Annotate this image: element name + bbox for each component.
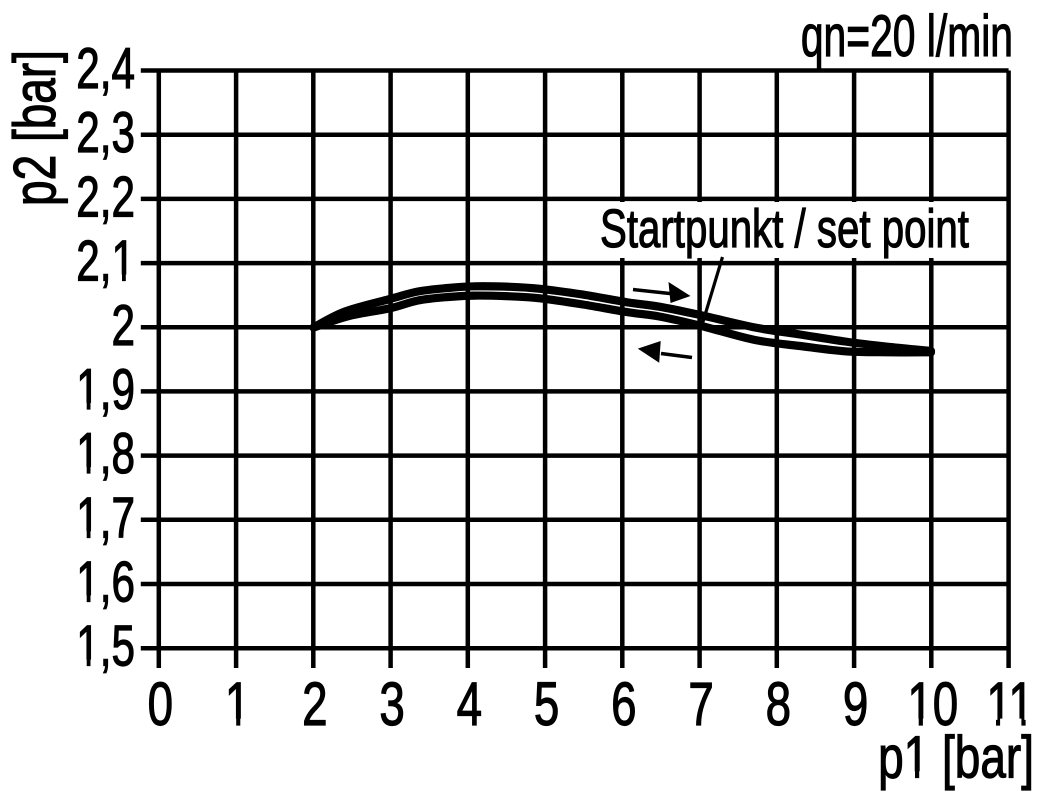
svg-text:9: 9 xyxy=(843,671,868,739)
svg-text:1,5: 1,5 xyxy=(76,613,135,678)
svg-text:1,7: 1,7 xyxy=(76,485,135,550)
svg-text:2,2: 2,2 xyxy=(76,164,135,229)
svg-text:p2 [bar]: p2 [bar] xyxy=(2,50,68,206)
svg-text:7: 7 xyxy=(688,671,713,739)
svg-text:5: 5 xyxy=(534,671,559,739)
svg-text:1,6: 1,6 xyxy=(76,549,135,614)
svg-text:1,8: 1,8 xyxy=(76,421,135,486)
svg-text:2: 2 xyxy=(302,671,327,739)
svg-text:Startpunkt / set point: Startpunkt / set point xyxy=(600,199,969,259)
svg-text:11: 11 xyxy=(986,671,1033,739)
svg-text:8: 8 xyxy=(766,671,791,739)
svg-text:p1 [bar]: p1 [bar] xyxy=(878,725,1034,791)
svg-text:1: 1 xyxy=(225,671,250,739)
svg-text:2,3: 2,3 xyxy=(76,100,135,165)
svg-text:0: 0 xyxy=(148,671,173,739)
svg-text:2,1: 2,1 xyxy=(76,228,135,293)
svg-text:1,9: 1,9 xyxy=(76,356,135,421)
svg-text:3: 3 xyxy=(379,671,404,739)
svg-text:6: 6 xyxy=(611,671,636,739)
svg-text:10: 10 xyxy=(907,671,958,739)
svg-text:2,4: 2,4 xyxy=(76,36,135,101)
svg-text:4: 4 xyxy=(457,671,482,739)
svg-text:qn=20 l/min: qn=20 l/min xyxy=(801,4,1013,69)
svg-text:2: 2 xyxy=(111,292,135,357)
